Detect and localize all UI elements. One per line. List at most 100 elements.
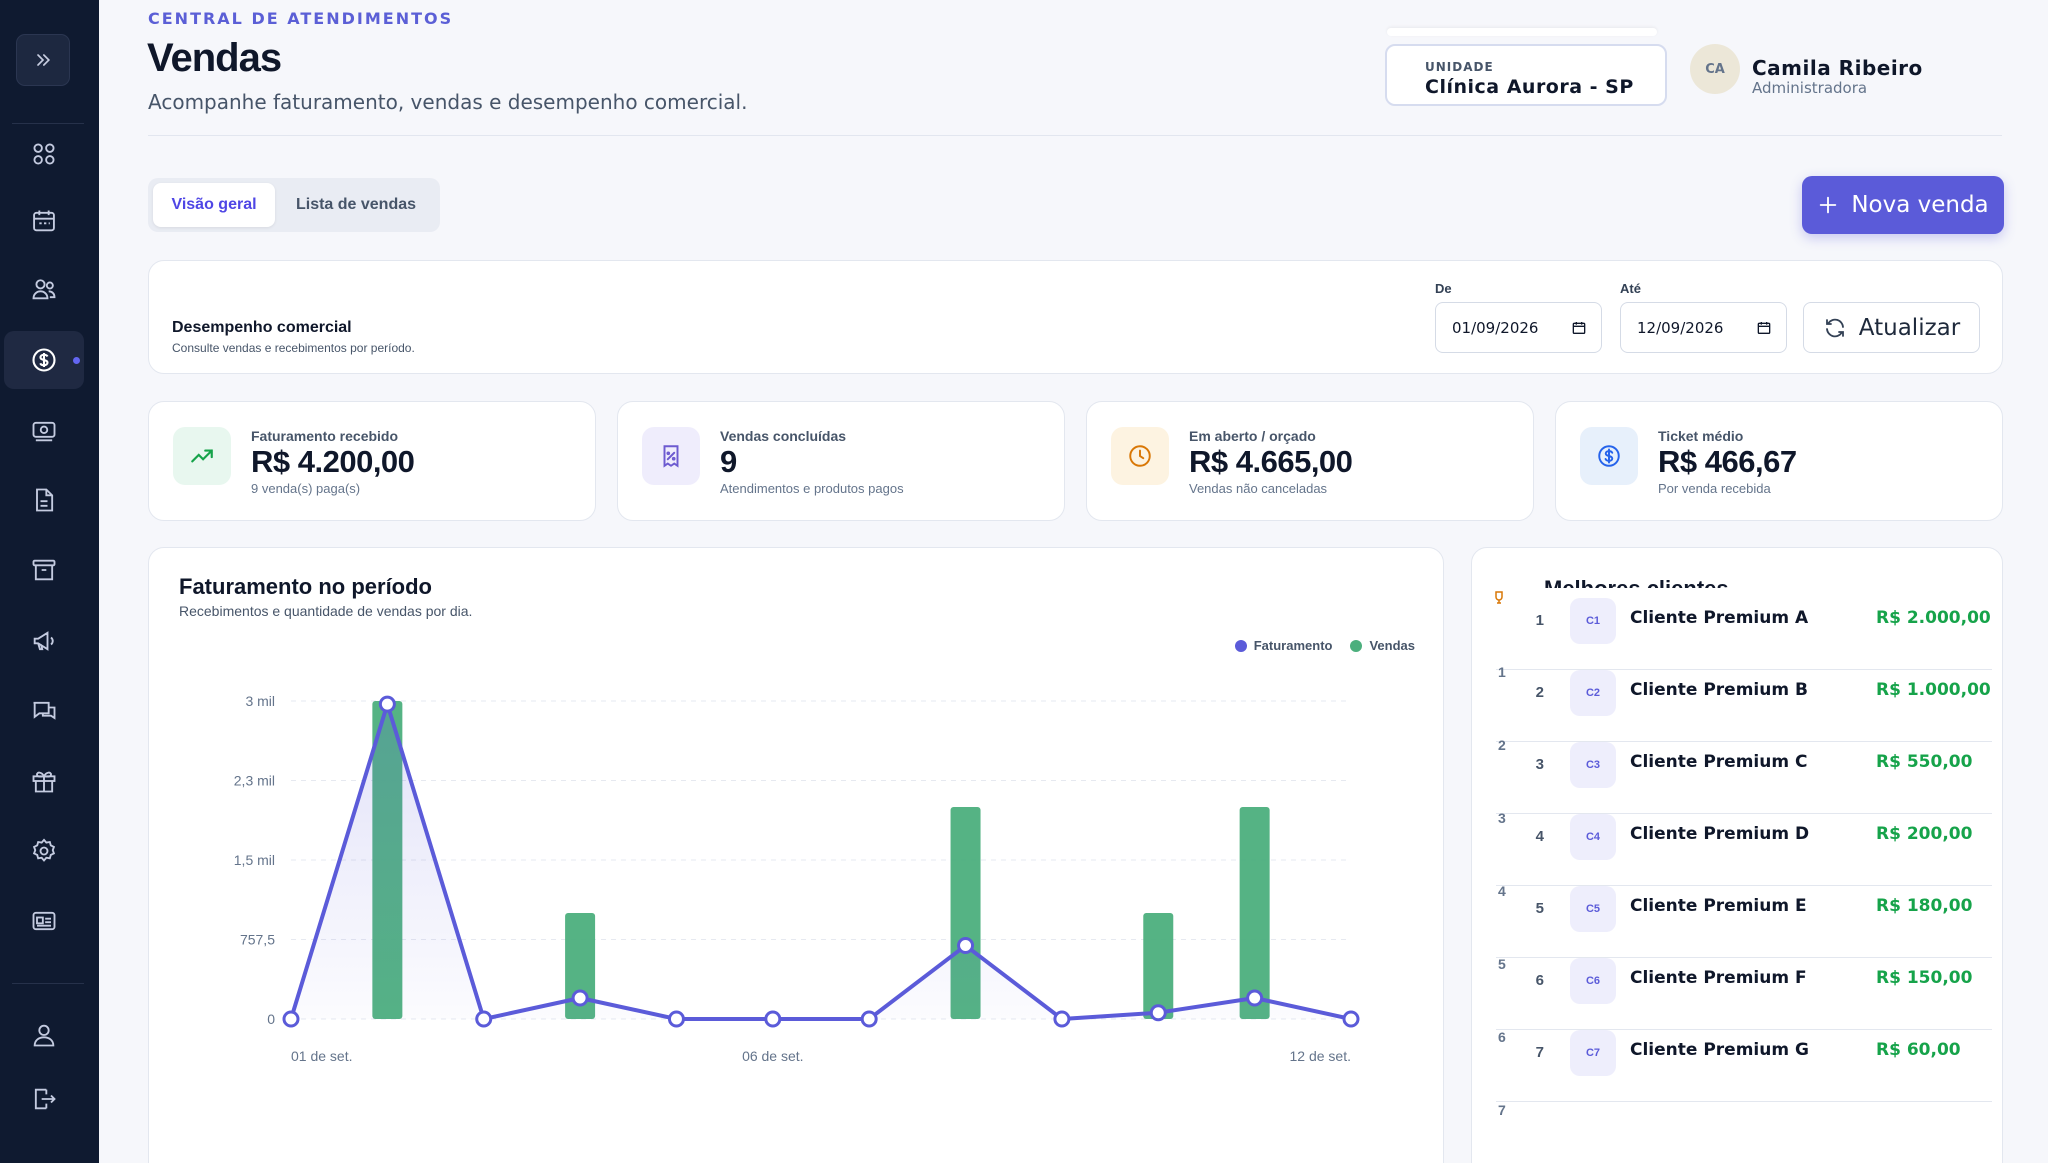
revenue-point [1149,1004,1167,1022]
kpi-value: R$ 466,67 [1658,444,1797,479]
sidebar-item-agenda[interactable] [4,192,84,250]
sidebar-item-logout[interactable] [4,1070,84,1128]
sidebar [0,0,99,1163]
unit-value: Clínica Aurora - SP [1425,76,1634,98]
chart-title: Faturamento no período [179,574,432,599]
to-date-input[interactable]: 12/09/2026 [1620,302,1787,353]
client-amount: R$ 2.000,00 [1876,608,1991,628]
sidebar-item-cash[interactable] [4,402,84,460]
sidebar-item-sales[interactable] [4,331,84,389]
list-item[interactable]: 5 C5 Cliente Premium E R$ 180,00 [1496,886,1992,958]
kpi-value: R$ 4.665,00 [1189,444,1353,479]
new-sale-label: Nova venda [1851,192,1989,218]
avatar[interactable]: CA [1690,44,1740,94]
kpi-label: Ticket médio [1658,428,1744,444]
client-name: Cliente Premium F [1630,968,1807,988]
kpi-note: Vendas não canceladas [1189,481,1328,496]
sidebar-item-clients[interactable] [4,260,84,318]
megaphone-icon [33,631,54,651]
from-date-input[interactable]: 01/09/2026 [1435,302,1602,353]
calendar-icon [1572,321,1586,334]
list-item[interactable]: 2 C2 Cliente Premium B R$ 1.000,00 [1496,670,1992,742]
cash-icon [32,421,56,442]
legend-label: Vendas [1369,638,1415,653]
list-item[interactable]: 1 C1 Cliente Premium A R$ 2.000,00 [1496,598,1992,670]
rank-strip-number: 3 [1498,810,1506,826]
performance-filter-card: Desempenho comercial Consulte vendas e r… [148,260,2003,374]
sidebar-item-records[interactable] [4,892,84,950]
user-icon [33,1024,55,1047]
tab-overview[interactable]: Visão geral [153,183,275,227]
client-avatar: C2 [1570,670,1616,716]
plus-icon [1820,196,1837,214]
kpi-value: R$ 4.200,00 [251,444,415,479]
page-subtitle: Acompanhe faturamento, vendas e desempen… [148,90,748,114]
client-rank: 6 [1535,972,1544,989]
client-avatar: C4 [1570,814,1616,860]
revenue-chart: 0 757,5 1,5 mil 2,3 mil 3 mil 01 de set. 06 de… [234,693,1360,1064]
legend-swatch [1234,639,1247,652]
calendar-icon [33,210,55,232]
legend-swatch [1350,639,1363,652]
revenue-area [291,704,1351,1019]
client-rank: 7 [1535,1044,1544,1061]
list-item[interactable]: 4 C4 Cliente Premium D R$ 200,00 [1496,814,1992,886]
from-date-label: De [1435,281,1452,296]
refresh-icon [1825,318,1844,337]
client-amount: R$ 1.000,00 [1876,680,1991,700]
sidebar-toggle-button[interactable] [16,34,70,86]
client-avatar: C6 [1570,958,1616,1004]
unit-selector-shadow [1387,28,1657,36]
client-amount: R$ 200,00 [1876,824,1973,844]
filter-subtitle: Consulte vendas e recebimentos por perío… [172,341,415,355]
kpi-label: Vendas concluídas [720,428,847,444]
list-item[interactable]: 7 C7 Cliente Premium G R$ 60,00 [1496,1030,1992,1102]
to-date-label: Até [1620,281,1641,296]
sales-bar [565,913,596,1019]
sidebar-item-settings[interactable] [4,822,84,880]
client-avatar: C3 [1570,742,1616,788]
list-item[interactable]: 3 C3 Cliente Premium C R$ 550,00 [1496,742,1992,814]
gift-icon [32,771,56,793]
rank-strip-number: 4 [1498,883,1506,899]
sidebar-item-profile[interactable] [4,1006,84,1064]
to-date-value: 12/09/2026 [1637,318,1724,337]
sidebar-item-documents[interactable] [4,471,84,529]
sidebar-item-messages[interactable] [4,682,84,740]
top-clients-card: Melhores clientes 1 C1 Cliente Premium A R$… [1471,547,2003,1163]
client-rank: 2 [1535,684,1544,701]
sidebar-item-gifts[interactable] [4,752,84,810]
header-divider [148,135,2002,136]
new-sale-button[interactable]: Nova venda [1802,176,2004,234]
user-name: Camila Ribeiro [1752,56,1923,80]
chat-icon [33,701,56,720]
legend-item-sales[interactable]: Vendas [1350,638,1415,653]
sales-bar [1239,807,1270,1019]
receipt-icon [642,427,700,485]
tab-sales-list[interactable]: Lista de vendas [295,196,417,213]
legend-item-revenue[interactable]: Faturamento [1234,638,1332,653]
revenue-chart-card: Faturamento no período Recebimentos e qu… [148,547,1444,1163]
revenue-point [860,1010,878,1028]
sidebar-item-dashboard[interactable] [4,125,84,183]
sidebar-item-inventory[interactable] [4,541,84,599]
revenue-point [1053,1010,1071,1028]
kpi-note: Por venda recebida [1658,481,1771,496]
kpi-revenue-card: Faturamento recebido R$ 4.200,00 9 venda… [148,401,596,521]
kpi-note: 9 venda(s) paga(s) [251,481,361,496]
sidebar-item-marketing[interactable] [4,612,84,670]
refresh-button[interactable]: Atualizar [1803,302,1980,353]
revenue-point [378,695,396,713]
revenue-point [571,989,589,1007]
client-name: Cliente Premium G [1630,1040,1809,1060]
unit-selector[interactable]: UNIDADE Clínica Aurora - SP [1385,28,1667,106]
chevrons-right-icon [37,54,51,66]
client-rank: 3 [1535,756,1544,773]
client-amount: R$ 60,00 [1876,1040,1961,1060]
kpi-label: Em aberto / orçado [1189,428,1316,444]
client-name: Cliente Premium A [1630,608,1809,628]
list-item[interactable]: 6 C6 Cliente Premium F R$ 150,00 [1496,958,1992,1030]
kpi-ticket-card: Ticket médio R$ 466,67 Por venda recebid… [1555,401,2003,521]
kpi-label: Faturamento recebido [251,428,399,444]
document-icon [36,488,54,512]
